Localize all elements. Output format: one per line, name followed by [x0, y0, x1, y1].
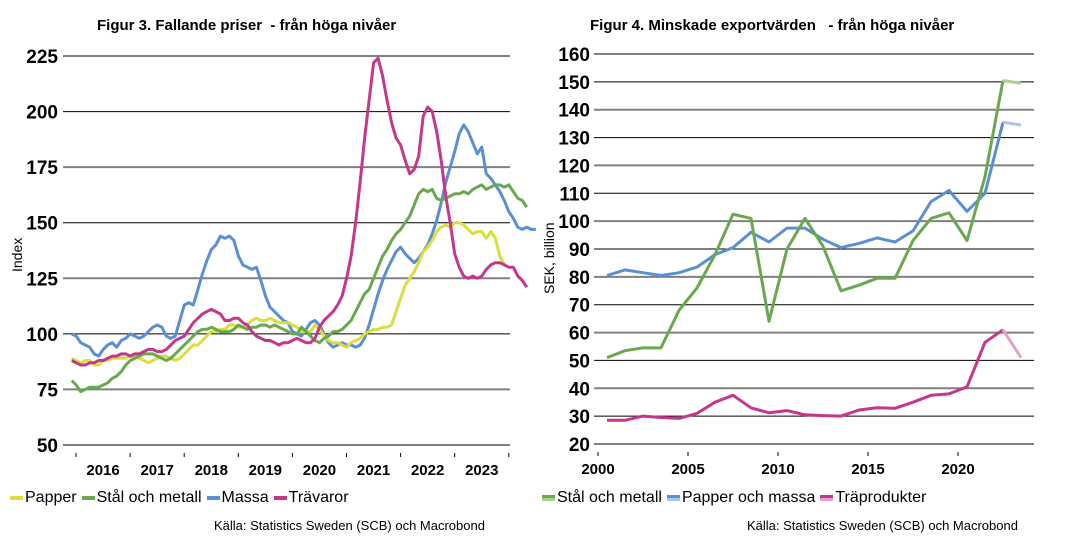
y-tick-label: 80: [569, 268, 590, 289]
y-tick-label: 20: [569, 435, 590, 456]
y-tick-label: 90: [569, 240, 590, 261]
figure-3-chart: 50 75 100 125 150 175 200 225 2016 2017 2018 2019 20…: [26, 47, 536, 479]
y-tick-label: 150: [558, 73, 590, 94]
figure-4-chart: 20 30 40 50 60 70 80 90 100 110 120 130 140 150 160 200…: [558, 45, 1034, 478]
y-tick-label: 100: [558, 212, 590, 233]
legend-swatch-massa: [206, 496, 220, 500]
legend-label-stal: Stål och metall: [96, 489, 202, 506]
legend-item-papper: Papper: [10, 489, 77, 507]
legend-swatch-stal-och-metall: [542, 495, 555, 501]
y-tick-label: 150: [26, 214, 58, 235]
x-tick-label: 2019: [249, 462, 282, 479]
legend-label-papper: Papper: [25, 489, 77, 506]
series-forecast-tr-produkter: [1001, 328, 1023, 359]
y-tick-label: 140: [558, 101, 590, 122]
legend-label-massa: Massa: [221, 489, 269, 506]
x-tick-label: 2017: [140, 462, 173, 479]
legend-swatch-traprodukter: [820, 495, 834, 501]
y-tick-label: 175: [26, 158, 58, 179]
y-tick-label: 160: [558, 45, 590, 66]
x-tick-label: 2020: [303, 462, 336, 479]
figure-4-ylabel: SEK, billion: [541, 222, 557, 294]
legend-label-papper-och-massa: Papper och massa: [681, 489, 816, 506]
x-tick-label: 2015: [851, 461, 884, 478]
legend-label-travaror: Trävaror: [288, 489, 349, 506]
x-tick-label: 2022: [411, 462, 444, 479]
x-tick-label: 2018: [195, 462, 228, 479]
x-tick-label: 2020: [941, 461, 974, 478]
series-line-massa: [71, 123, 536, 358]
legend-item-papper-och-massa: Papper och massa: [666, 489, 816, 507]
series-line-tr-produkter: [607, 328, 1004, 422]
series-forecast-papper-och-massa: [1002, 120, 1022, 127]
legend-label-stal-och-metall: Stål och metall: [557, 489, 662, 506]
y-tick-label: 130: [558, 129, 590, 150]
figure-4-legend: Stål och metall Papper och massa Träprod…: [542, 489, 931, 507]
legend-item-massa: Massa: [206, 489, 269, 507]
series-line-papper: [71, 221, 506, 367]
legend-swatch-papper: [10, 496, 23, 500]
y-tick-label: 125: [26, 269, 58, 290]
series-line-papper-och-massa: [606, 121, 1005, 277]
legend-swatch-stal: [81, 496, 95, 500]
legend-item-travaror: Trävaror: [273, 489, 349, 507]
legend-item-stal-och-metall: Stål och metall: [542, 489, 662, 507]
y-tick-label: 40: [569, 379, 590, 400]
figure-4-panel: Figur 4. Minskade exportvärden - från hö…: [540, 0, 1080, 553]
y-tick-label: 30: [569, 407, 590, 428]
y-tick-label: 60: [569, 324, 590, 345]
y-tick-label: 50: [569, 351, 590, 372]
legend-swatch-papper-och-massa: [666, 495, 680, 501]
x-tick-label: 2000: [581, 461, 614, 478]
y-tick-label: 70: [569, 296, 590, 317]
legend-item-traprodukter: Träprodukter: [820, 489, 926, 507]
figure-4-source: Källa: Statistics Sweden (SCB) och Macro…: [747, 518, 1018, 533]
legend-swatch-travaror: [273, 496, 287, 500]
figure-4-title: Figur 4. Minskade exportvärden - från hö…: [590, 17, 955, 34]
y-tick-label: 120: [558, 156, 590, 177]
figure-3-title: Figur 3. Fallande priser - från höga niv…: [97, 17, 397, 34]
x-tick-label: 2010: [761, 461, 794, 478]
legend-item-stal: Stål och metall: [81, 489, 202, 507]
x-tick-label: 2023: [465, 462, 498, 479]
y-tick-label: 100: [26, 325, 58, 346]
x-tick-label: 2021: [357, 462, 390, 479]
series-forecast-st-l-och-metall: [1002, 79, 1022, 85]
figure-3-source: Källa: Statistics Sweden (SCB) och Macro…: [214, 518, 485, 533]
figure-3-panel: Figur 3. Fallande priser - från höga niv…: [9, 17, 536, 533]
series-line-st-l-och-metall: [606, 80, 1005, 360]
figure-3-legend: Papper Stål och metall Massa Trävaror: [10, 489, 354, 507]
figure-3-ylabel: Index: [9, 237, 25, 272]
y-tick-label: 50: [37, 436, 58, 457]
y-tick-label: 200: [26, 103, 58, 124]
series-line-st-l-och-metall: [70, 183, 529, 394]
y-tick-label: 75: [37, 380, 59, 401]
y-tick-label: 110: [559, 184, 590, 205]
x-tick-label: 2005: [671, 461, 704, 478]
y-tick-label: 225: [26, 47, 58, 68]
series-line-tr-varor: [71, 56, 529, 367]
legend-label-traprodukter: Träprodukter: [835, 489, 927, 506]
x-tick-label: 2016: [86, 462, 119, 479]
